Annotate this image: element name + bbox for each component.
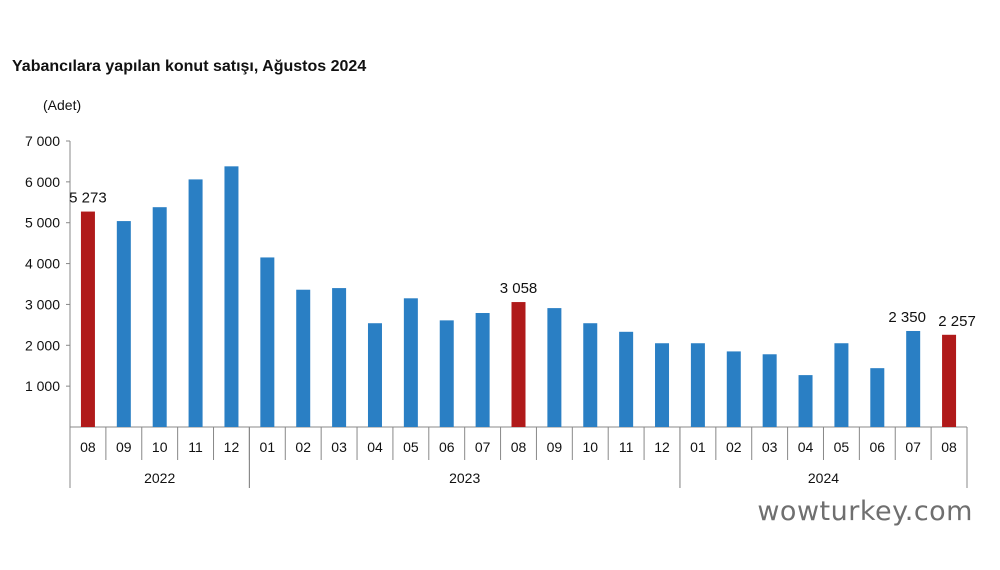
- x-tick-label: 06: [439, 439, 455, 455]
- chart-title: Yabancılara yapılan konut satışı, Ağusto…: [12, 58, 367, 75]
- bar-07: [906, 330, 921, 427]
- bar-11: [619, 331, 634, 427]
- y-tick-label: 5 000: [25, 215, 60, 231]
- bar-12: [224, 166, 239, 427]
- y-tick-label: 4 000: [25, 256, 60, 272]
- data-label: 2 350: [888, 309, 926, 326]
- bar-03: [762, 354, 777, 427]
- year-label: 2022: [144, 470, 175, 486]
- x-tick-label: 10: [152, 439, 168, 455]
- bar-10: [152, 207, 167, 427]
- bar-12: [655, 343, 670, 427]
- x-tick-label: 09: [116, 439, 132, 455]
- bar-05: [403, 298, 418, 427]
- x-tick-label: 12: [654, 439, 670, 455]
- bar-02: [296, 289, 311, 427]
- x-tick-label: 02: [295, 439, 311, 455]
- bar-02: [726, 351, 741, 427]
- y-tick-label: 3 000: [25, 296, 60, 312]
- bar-03: [332, 288, 347, 427]
- x-tick-label: 05: [403, 439, 419, 455]
- x-tick-label: 03: [762, 439, 778, 455]
- bar-08: [511, 302, 526, 427]
- bar-08: [942, 334, 957, 427]
- bar-04: [798, 375, 813, 427]
- bar-01: [260, 257, 275, 427]
- bar-05: [834, 343, 849, 427]
- x-tick-label: 02: [726, 439, 742, 455]
- bar-08: [80, 211, 95, 427]
- x-tick-label: 08: [511, 439, 527, 455]
- bar-09: [547, 308, 562, 427]
- x-tick-label: 07: [475, 439, 491, 455]
- data-label: 2 257: [938, 313, 976, 330]
- y-axis-unit-label: (Adet): [43, 97, 82, 113]
- bar-04: [367, 323, 382, 427]
- x-tick-label: 01: [260, 439, 276, 455]
- x-tick-label: 09: [547, 439, 563, 455]
- year-label: 2023: [449, 470, 480, 486]
- bar-09: [116, 221, 131, 427]
- bar-07: [475, 313, 490, 427]
- x-tick-label: 08: [80, 439, 96, 455]
- x-tick-label: 04: [798, 439, 814, 455]
- x-tick-label: 03: [331, 439, 347, 455]
- y-tick-label: 6 000: [25, 174, 60, 190]
- bar-06: [439, 320, 454, 427]
- y-tick-label: 7 000: [25, 133, 60, 149]
- bar-11: [188, 179, 203, 427]
- x-tick-label: 10: [582, 439, 598, 455]
- year-label: 2024: [808, 470, 839, 486]
- x-tick-label: 11: [188, 439, 203, 455]
- x-tick-label: 01: [690, 439, 706, 455]
- x-tick-label: 06: [870, 439, 886, 455]
- x-tick-label: 07: [905, 439, 921, 455]
- x-tick-label: 04: [367, 439, 383, 455]
- y-tick-label: 2 000: [25, 337, 60, 353]
- watermark: wowturkey.com: [757, 496, 973, 527]
- y-tick-label: 1 000: [25, 378, 60, 394]
- x-tick-label: 12: [224, 439, 240, 455]
- x-tick-label: 05: [834, 439, 850, 455]
- x-tick-label: 08: [941, 439, 957, 455]
- data-label: 3 058: [500, 280, 538, 297]
- bar-01: [690, 343, 705, 427]
- bar-06: [870, 368, 885, 427]
- x-tick-label: 11: [619, 439, 634, 455]
- bar-10: [583, 323, 598, 427]
- data-label: 5 273: [69, 190, 107, 207]
